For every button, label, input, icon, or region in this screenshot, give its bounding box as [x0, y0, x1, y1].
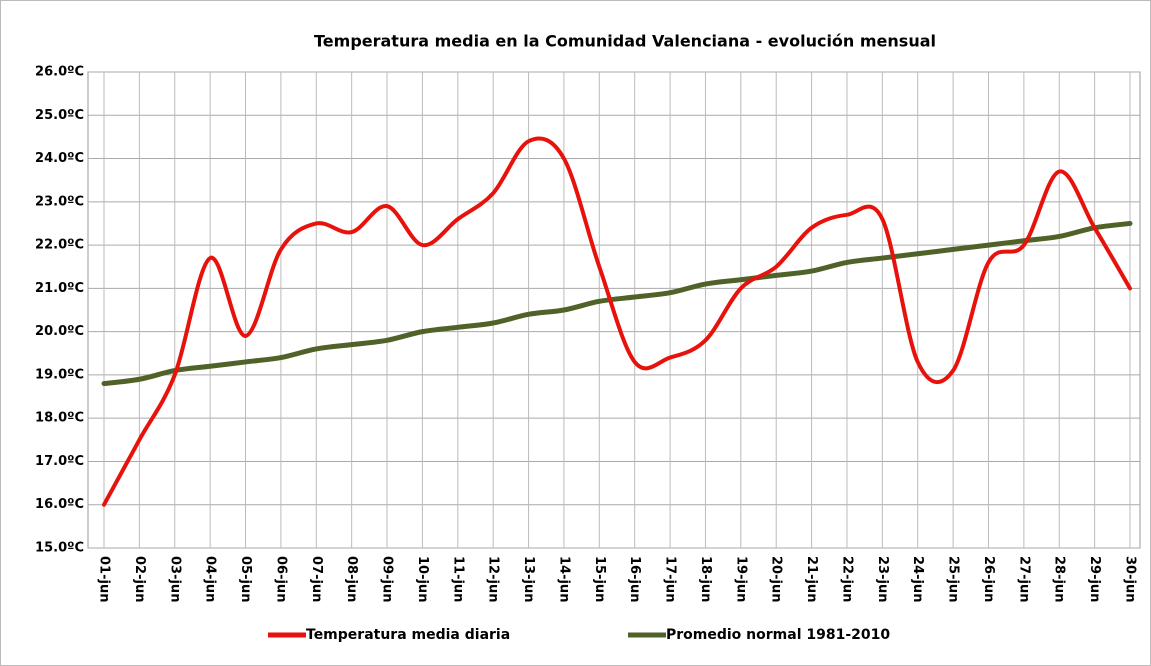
legend-label: Temperatura media diaria [306, 627, 510, 643]
x-tick-label: 03-jun [167, 556, 182, 602]
y-tick-label: 21.0ºC [35, 281, 84, 296]
x-tick-label: 11-jun [450, 556, 465, 602]
x-tick-label: 23-jun [875, 556, 890, 602]
y-tick-label: 26.0ºC [35, 65, 84, 80]
x-tick-label: 09-jun [380, 556, 395, 602]
x-tick-label: 21-jun [804, 556, 819, 602]
x-tick-label: 26-jun [981, 556, 996, 602]
y-tick-label: 25.0ºC [35, 108, 84, 123]
series-line [101, 220, 1133, 387]
x-tick-label: 20-jun [769, 556, 784, 602]
x-tick-label: 04-jun [203, 556, 218, 602]
x-tick-label: 18-jun [698, 556, 713, 602]
x-tick-label: 12-jun [486, 556, 501, 602]
x-tick-label: 16-jun [627, 556, 642, 602]
y-tick-label: 24.0ºC [35, 151, 84, 166]
series-line [102, 136, 1132, 507]
x-tick-label: 19-jun [733, 556, 748, 602]
x-tick-label: 02-jun [132, 556, 147, 602]
y-tick-label: 15.0ºC [35, 541, 84, 556]
x-tick-label: 05-jun [238, 556, 253, 602]
x-tick-label: 07-jun [309, 556, 324, 602]
x-tick-label: 28-jun [1052, 556, 1067, 602]
y-tick-label: 17.0ºC [35, 454, 84, 469]
x-tick-label: 27-jun [1016, 556, 1031, 602]
x-tick-label: 25-jun [946, 556, 961, 602]
x-tick-label: 08-jun [344, 556, 359, 602]
x-tick-label: 17-jun [663, 556, 678, 602]
y-tick-label: 18.0ºC [35, 411, 84, 426]
y-tick-label: 20.0ºC [35, 324, 84, 339]
y-tick-label: 23.0ºC [35, 194, 84, 209]
x-tick-label: 01-jun [97, 556, 112, 602]
y-tick-label: 19.0ºC [35, 367, 84, 382]
x-tick-label: 24-jun [910, 556, 925, 602]
x-tick-label: 15-jun [592, 556, 607, 602]
x-tick-label: 13-jun [521, 556, 536, 602]
x-tick-label: 10-jun [415, 556, 430, 602]
x-tick-label: 29-jun [1087, 556, 1102, 602]
x-tick-label: 22-jun [839, 556, 854, 602]
chart-title: Temperatura media en la Comunidad Valenc… [314, 32, 936, 51]
y-tick-label: 22.0ºC [35, 238, 84, 253]
x-tick-label: 06-jun [273, 556, 288, 602]
y-tick-label: 16.0ºC [35, 497, 84, 512]
legend-label: Promedio normal 1981-2010 [666, 627, 890, 643]
x-tick-label: 14-jun [556, 556, 571, 602]
x-tick-label: 30-jun [1123, 556, 1138, 602]
